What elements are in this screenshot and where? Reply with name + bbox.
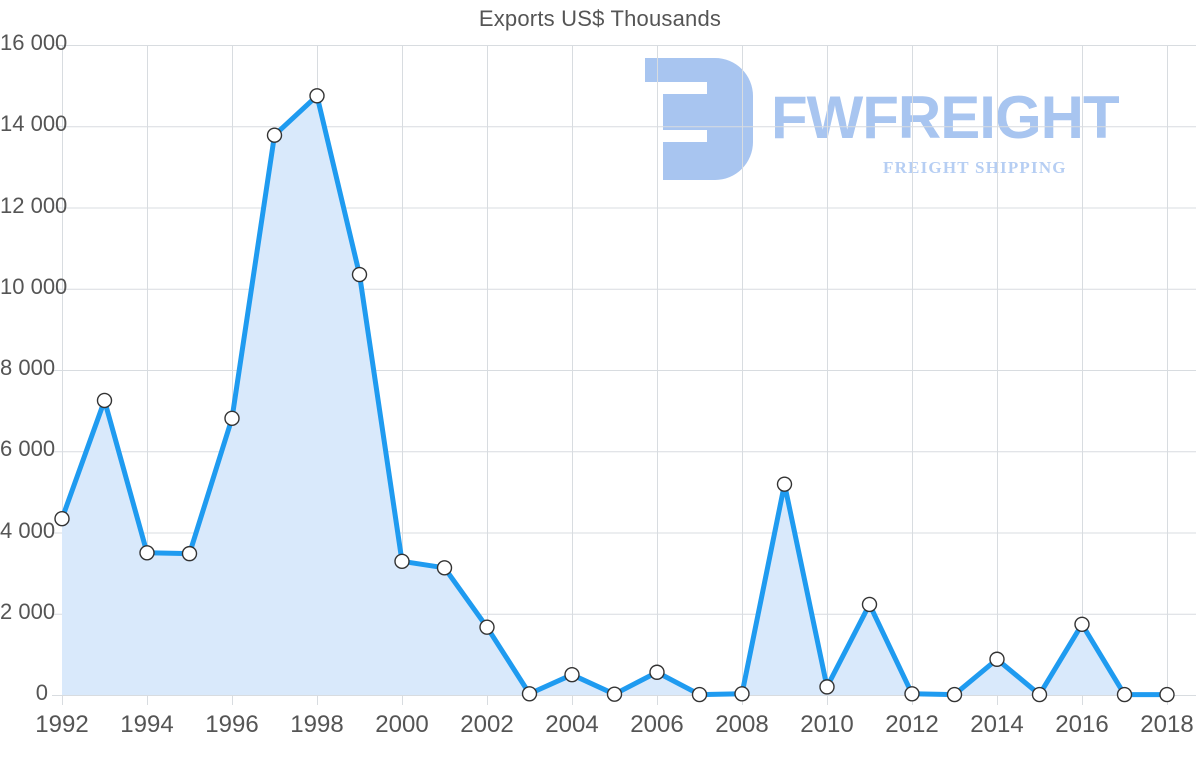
data-point-marker[interactable] bbox=[564, 666, 580, 683]
x-axis-tick-label: 1994 bbox=[120, 711, 174, 738]
data-point-marker[interactable] bbox=[436, 560, 453, 576]
y-axis-tick-label: 6 000 bbox=[0, 436, 56, 462]
data-point-marker[interactable] bbox=[181, 545, 198, 562]
data-point-marker[interactable] bbox=[139, 545, 155, 561]
series-markers bbox=[54, 88, 1175, 703]
data-point-marker[interactable] bbox=[819, 679, 835, 695]
data-point-marker[interactable] bbox=[266, 127, 283, 143]
data-point-marker[interactable] bbox=[606, 686, 623, 702]
data-point-marker[interactable] bbox=[691, 686, 708, 703]
y-axis-tick-label: 8 000 bbox=[0, 355, 56, 380]
y-axis-tick-label: 12 000 bbox=[0, 192, 68, 218]
data-point-marker[interactable] bbox=[521, 686, 538, 702]
data-point-marker[interactable] bbox=[54, 510, 70, 527]
x-axis-tick-label: 2016 bbox=[1055, 711, 1109, 738]
y-axis-tick-label: 4 000 bbox=[0, 517, 56, 543]
x-axis-tick-label: 1996 bbox=[205, 711, 259, 738]
x-axis-tick-label: 2018 bbox=[1140, 711, 1194, 738]
data-point-marker[interactable] bbox=[479, 619, 495, 635]
data-point-marker[interactable] bbox=[861, 596, 878, 613]
data-point-marker[interactable] bbox=[224, 410, 240, 427]
data-point-marker[interactable] bbox=[394, 553, 410, 570]
data-point-marker[interactable] bbox=[989, 651, 1005, 667]
y-axis-tick-label: 16 000 bbox=[0, 30, 68, 55]
x-axis-tick-label: 2010 bbox=[800, 711, 854, 738]
y-axis-tick-label: 10 000 bbox=[0, 273, 68, 299]
x-axis-tick-label: 1992 bbox=[35, 711, 89, 738]
data-point-marker[interactable] bbox=[776, 476, 793, 492]
data-point-marker[interactable] bbox=[1074, 616, 1090, 633]
data-point-marker[interactable] bbox=[309, 88, 325, 104]
x-axis-tick-label: 2008 bbox=[715, 711, 769, 738]
series-area-fill bbox=[62, 95, 1167, 695]
x-axis-tick-label: 1998 bbox=[290, 711, 344, 738]
area-fill bbox=[62, 95, 1167, 695]
y-axis-tick-label: 0 bbox=[35, 680, 48, 705]
data-point-marker[interactable] bbox=[734, 686, 750, 702]
y-axis-tick-label: 14 000 bbox=[0, 111, 68, 137]
data-point-marker[interactable] bbox=[946, 686, 963, 703]
x-axis-tick-label: 2004 bbox=[545, 711, 599, 738]
x-axis-tick-label: 2002 bbox=[460, 711, 514, 738]
x-axis-tick-label: 2006 bbox=[630, 711, 684, 738]
data-point-marker[interactable] bbox=[1159, 686, 1175, 703]
data-point-marker[interactable] bbox=[904, 686, 920, 702]
data-point-marker[interactable] bbox=[1031, 686, 1048, 703]
chart-title: Exports US$ Thousands bbox=[478, 6, 722, 31]
x-axis-tick-label: 2014 bbox=[970, 711, 1024, 738]
y-axis-tick-label: 2 000 bbox=[0, 598, 56, 624]
data-point-marker[interactable] bbox=[96, 392, 113, 409]
data-point-marker[interactable] bbox=[1116, 686, 1133, 703]
x-axis-tick-label: 2000 bbox=[375, 711, 429, 738]
data-point-marker[interactable] bbox=[649, 664, 665, 680]
x-axis-tick-label: 2012 bbox=[885, 711, 939, 738]
data-point-marker[interactable] bbox=[351, 266, 368, 283]
